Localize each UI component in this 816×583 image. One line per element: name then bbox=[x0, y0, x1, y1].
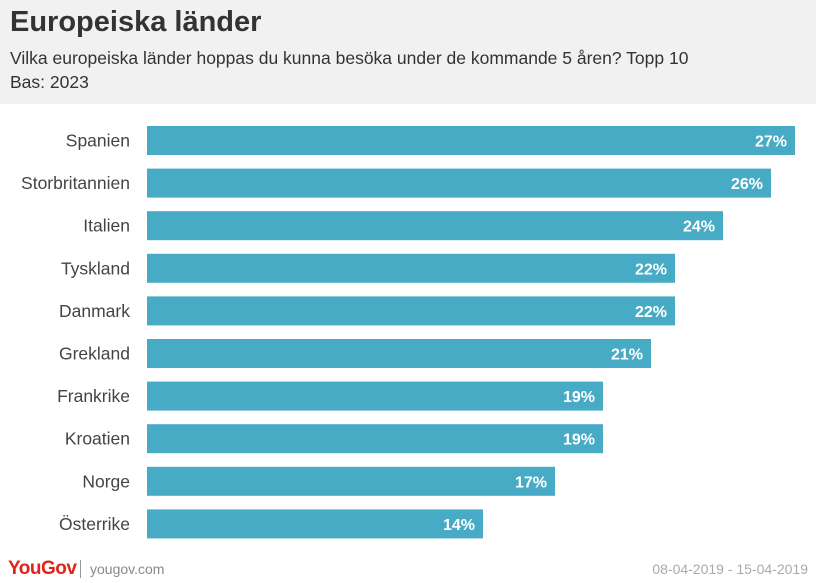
bar-value-label: 17% bbox=[515, 474, 547, 491]
chart-footer: YouGov yougov.com 08-04-2019 - 15-04-201… bbox=[0, 555, 816, 583]
bar-value-label: 22% bbox=[635, 304, 667, 321]
footer-divider bbox=[80, 560, 81, 578]
bar bbox=[147, 381, 603, 411]
bar-value-label: 19% bbox=[563, 432, 595, 449]
bar-value-label: 21% bbox=[611, 347, 643, 364]
chart-base-note: Bas: 2023 bbox=[10, 72, 89, 92]
bar bbox=[147, 339, 651, 368]
bar bbox=[147, 253, 675, 283]
bar-value-label: 14% bbox=[443, 517, 475, 534]
bar-value-label: 26% bbox=[731, 176, 763, 193]
category-label: Storbritannien bbox=[21, 173, 130, 193]
bar bbox=[147, 466, 555, 496]
bar bbox=[147, 424, 603, 454]
category-label: Frankrike bbox=[57, 386, 130, 406]
bar-value-label: 24% bbox=[683, 219, 715, 236]
bar bbox=[147, 211, 723, 241]
category-label: Österrike bbox=[59, 514, 130, 534]
bar-chart: Spanien 27% Storbritannien 26% Italien 24% Tys… bbox=[21, 126, 795, 539]
bar bbox=[147, 126, 795, 155]
category-label: Tyskland bbox=[61, 258, 130, 278]
category-label: Norge bbox=[82, 471, 130, 491]
bar bbox=[147, 296, 675, 326]
category-label: Danmark bbox=[59, 301, 130, 321]
category-label: Grekland bbox=[59, 344, 130, 364]
bar-value-label: 27% bbox=[755, 134, 787, 151]
bar bbox=[147, 509, 483, 539]
category-label: Italien bbox=[83, 216, 130, 236]
bar-value-label: 22% bbox=[635, 261, 667, 278]
footer-date-range: 08-04-2019 - 15-04-2019 bbox=[652, 561, 808, 577]
category-label: Spanien bbox=[66, 131, 130, 151]
footer-site-link[interactable]: yougov.com bbox=[90, 561, 165, 577]
chart-title: Europeiska länder bbox=[10, 6, 262, 38]
bar bbox=[147, 168, 771, 198]
chart-header: Europeiska länder Vilka europeiska lände… bbox=[0, 0, 816, 104]
category-label: Kroatien bbox=[65, 429, 130, 449]
yougov-logo: YouGov bbox=[8, 558, 77, 579]
bar-value-label: 19% bbox=[563, 389, 595, 406]
chart-subtitle: Vilka europeiska länder hoppas du kunna … bbox=[10, 48, 689, 68]
